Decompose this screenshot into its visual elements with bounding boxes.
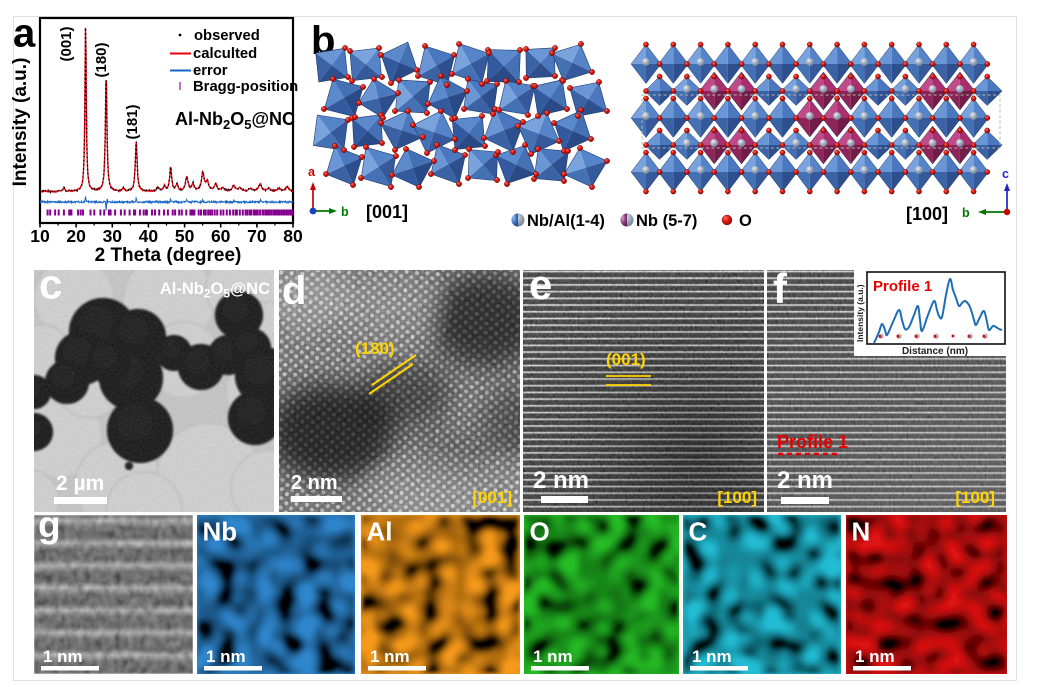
svg-text:C: C [689, 517, 708, 547]
svg-text:40: 40 [139, 226, 159, 246]
svg-text:1 nm: 1 nm [692, 647, 732, 666]
svg-text:[001]: [001] [472, 488, 512, 507]
svg-text:Nb (5-7): Nb (5-7) [636, 212, 697, 230]
svg-text:[100]: [100] [906, 204, 948, 224]
svg-text:(180): (180) [93, 42, 110, 77]
svg-text:g: g [38, 515, 61, 545]
svg-text:30: 30 [103, 226, 123, 246]
svg-text:calculted: calculted [193, 46, 257, 62]
svg-text:O: O [739, 212, 752, 230]
svg-text:Profile 1: Profile 1 [873, 278, 932, 295]
svg-text:Intensity (a.u.): Intensity (a.u.) [855, 284, 865, 342]
svg-text:Distance (nm): Distance (nm) [902, 346, 968, 357]
svg-text:[100]: [100] [955, 488, 995, 507]
svg-text:1 nm: 1 nm [370, 647, 410, 666]
svg-text:observed: observed [194, 28, 260, 44]
svg-text:2 µm: 2 µm [56, 472, 104, 495]
svg-text:Al-Nb2O5@NC: Al-Nb2O5@NC [175, 109, 295, 132]
svg-text:c: c [39, 270, 62, 308]
svg-text:(001): (001) [606, 350, 646, 369]
svg-text:N: N [852, 517, 871, 547]
svg-text:e: e [529, 270, 552, 308]
svg-text:10: 10 [30, 226, 50, 246]
svg-text:60: 60 [211, 226, 231, 246]
svg-text:f: f [773, 270, 788, 312]
svg-text:20: 20 [66, 226, 86, 246]
svg-text:1 nm: 1 nm [43, 647, 83, 666]
svg-text:b: b [341, 205, 349, 219]
svg-text:Al: Al [367, 517, 393, 547]
svg-text:2 Theta (degree): 2 Theta (degree) [95, 245, 242, 266]
svg-text:[100]: [100] [717, 488, 757, 507]
svg-text:Intensity (a.u.): Intensity (a.u.) [10, 58, 31, 187]
svg-text:(181): (181) [124, 104, 141, 139]
svg-text:(001): (001) [58, 26, 75, 61]
svg-text:1 nm: 1 nm [206, 647, 246, 666]
svg-text:a: a [13, 12, 36, 56]
svg-text:Bragg-position: Bragg-position [193, 79, 298, 95]
svg-text:2 nm: 2 nm [533, 467, 589, 494]
svg-text:Nb/Al(1-4): Nb/Al(1-4) [527, 212, 605, 230]
svg-text:c: c [1002, 167, 1009, 181]
svg-text:1 nm: 1 nm [855, 647, 895, 666]
svg-text:2 nm: 2 nm [777, 467, 833, 494]
svg-text:Nb: Nb [203, 517, 238, 547]
svg-text:70: 70 [247, 226, 267, 246]
svg-text:a: a [308, 165, 316, 179]
svg-text:d: d [282, 270, 306, 313]
svg-text:error: error [193, 63, 228, 79]
svg-text:Profile 1: Profile 1 [777, 432, 848, 452]
svg-text:[001]: [001] [366, 202, 408, 222]
svg-text:O: O [530, 517, 550, 547]
svg-text:b: b [962, 206, 970, 220]
svg-text:50: 50 [175, 226, 195, 246]
svg-text:80: 80 [283, 226, 303, 246]
svg-text:1 nm: 1 nm [533, 647, 573, 666]
svg-text:(180): (180) [355, 339, 395, 358]
svg-text:2 nm: 2 nm [291, 472, 338, 494]
svg-text:Al-Nb2O5@NC: Al-Nb2O5@NC [160, 280, 270, 301]
